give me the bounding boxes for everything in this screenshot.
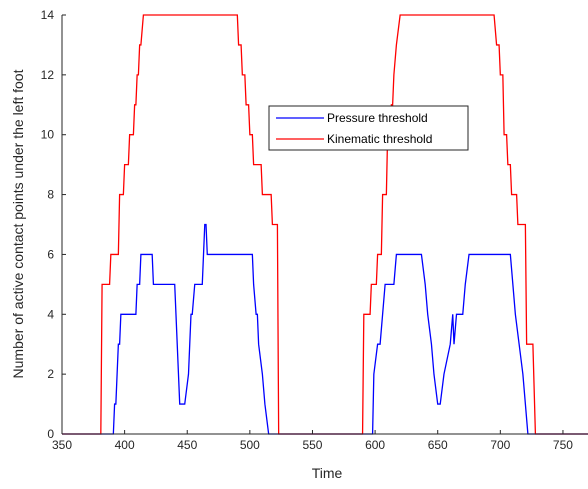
x-tick-label: 650 <box>428 438 448 452</box>
y-tick-label: 6 <box>47 247 54 261</box>
legend-box <box>268 105 469 151</box>
y-tick-label: 4 <box>47 307 54 321</box>
x-axis-label: Time <box>312 465 343 481</box>
x-tick-label: 700 <box>490 438 510 452</box>
series-line-kinematic-threshold <box>62 14 588 435</box>
x-tick-label: 550 <box>302 438 322 452</box>
legend-label-pressure: Pressure threshold <box>327 111 428 125</box>
x-tick-label: 350 <box>52 438 72 452</box>
legend-label-kinematic: Kinematic threshold <box>327 132 432 146</box>
y-axis-ticks: 0 2 4 6 8 10 12 14 <box>41 8 66 441</box>
x-tick-label: 450 <box>177 438 197 452</box>
legend: Pressure threshold Kinematic threshold <box>268 105 469 151</box>
x-tick-label: 750 <box>553 438 573 452</box>
x-tick-label: 500 <box>240 438 260 452</box>
series-line-pressure-threshold <box>62 223 588 435</box>
y-tick-label: 2 <box>47 367 54 381</box>
y-tick-label: 8 <box>47 188 54 202</box>
y-tick-label: 12 <box>41 68 55 82</box>
plot-lines <box>62 14 588 435</box>
x-axis-ticks: 350 400 450 500 550 600 650 700 750 <box>52 430 573 452</box>
x-tick-label: 600 <box>365 438 385 452</box>
y-tick-label: 0 <box>47 427 54 441</box>
y-tick-label: 10 <box>41 128 55 142</box>
x-tick-label: 400 <box>115 438 135 452</box>
y-tick-label: 14 <box>41 8 55 22</box>
y-axis-label: Number of active contact points under th… <box>10 69 26 378</box>
